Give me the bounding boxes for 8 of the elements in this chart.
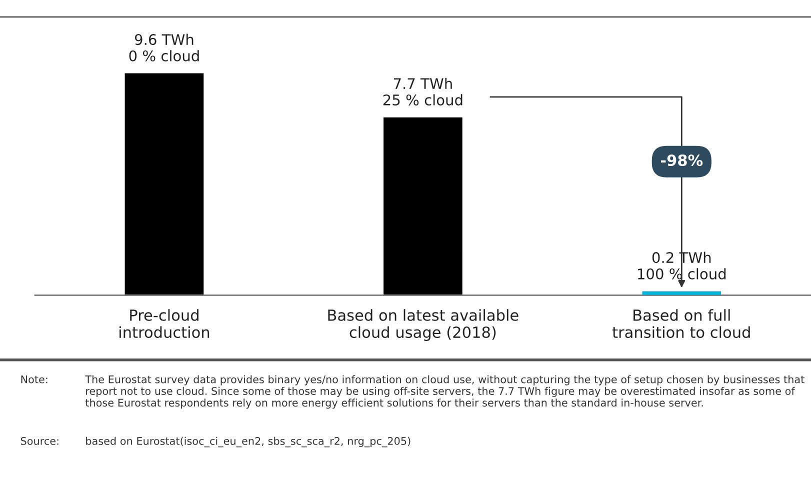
x-tick-label: Based on full transition to cloud — [612, 309, 750, 338]
text: Source: based on Eurostat(isoc_ci_eu_en2, sbs_sc_sca_r2, nrg_pc_205) — [20, 436, 410, 448]
data-label: 9.6 TWh 0 % cloud — [129, 34, 199, 62]
annotation: -98% — [661, 154, 703, 166]
text: Note: The Eurostat survey data provides binary yes/no information on cloud use, without capturing the type of setup chosen by businesses that report not to use cloud. Since some of those may be using off-site servers, the 7.7 TWh figure may be overestimated insofar as some of those Eurostat respondents rely on more energy efficient solutions for their servers than the standard in-house server. — [21, 375, 804, 409]
data-label: 7.7 TWh 25 % cloud — [383, 78, 462, 106]
x-tick-label: Pre-cloud introduction — [120, 309, 210, 338]
x-tick-label: Based on latest available cloud usage (2018) — [328, 309, 518, 341]
